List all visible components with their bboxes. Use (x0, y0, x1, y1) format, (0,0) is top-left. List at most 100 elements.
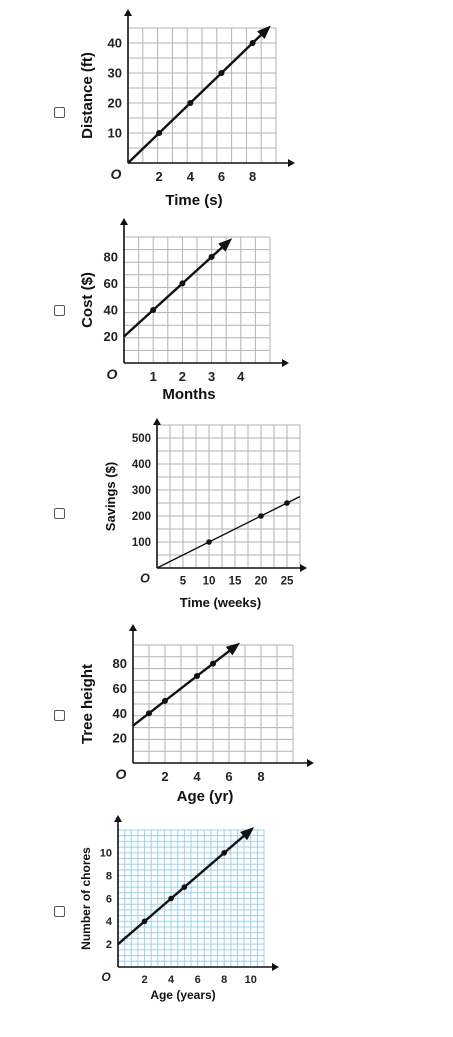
y-tick-label: 80 (104, 249, 118, 264)
x-tick-label: 15 (229, 576, 242, 588)
y-tick-label: 40 (104, 302, 118, 317)
data-point (141, 918, 148, 925)
y-tick-label: 300 (132, 485, 151, 497)
origin-label: O (111, 166, 122, 182)
x-tick-label: 8 (221, 974, 227, 986)
y-axis-arrow-icon (120, 218, 128, 225)
y-axis-title: Distance (ft) (79, 52, 96, 139)
y-axis-arrow-icon (114, 815, 122, 822)
data-point (179, 280, 186, 287)
x-tick-label: 8 (257, 769, 264, 784)
y-tick-label: 400 (132, 459, 151, 471)
origin-label: O (116, 766, 127, 782)
series-line (156, 495, 301, 569)
series-line-arrow-icon (225, 642, 241, 656)
x-tick-label: 4 (187, 169, 195, 184)
data-point (194, 673, 200, 680)
x-tick-label: 2 (156, 169, 163, 184)
y-tick-label: 8 (106, 871, 112, 883)
x-axis-title: Age (years) (150, 988, 215, 1002)
data-point (181, 884, 188, 890)
x-tick-label: 3 (208, 369, 215, 384)
y-axis-arrow-icon (153, 418, 161, 425)
x-tick-label: 20 (255, 576, 268, 588)
x-axis-title: Time (s) (165, 192, 222, 209)
answer-option-5[interactable]: 2 4 6 8 10 2 4 6 8 10 O Age (years) Number of chores (0, 815, 453, 1037)
y-tick-label: 20 (108, 96, 122, 111)
x-tick-label: 4 (237, 369, 245, 384)
x-axis-arrow-icon (282, 359, 289, 367)
y-tick-label: 6 (106, 893, 112, 905)
x-tick-label: 6 (225, 769, 232, 784)
x-tick-label: 5 (180, 576, 187, 588)
origin-label: O (140, 572, 150, 586)
data-point (146, 710, 152, 717)
chart-savings-time: 5 10 15 20 25 100 200 300 400 500 O Time (weeks) Sav… (103, 418, 307, 610)
series-line-arrow-icon (240, 827, 255, 841)
x-tick-label: 10 (245, 974, 257, 986)
x-tick-label: 6 (195, 974, 201, 986)
y-axis-title: Number of chores (79, 847, 93, 950)
y-axis-arrow-icon (129, 624, 137, 631)
x-axis-arrow-icon (300, 564, 307, 572)
y-tick-label: 200 (132, 511, 151, 523)
y-tick-label: 40 (113, 706, 127, 721)
y-tick-label: 30 (108, 66, 122, 81)
y-tick-label: 4 (106, 916, 113, 928)
data-point (210, 660, 216, 667)
checkbox-option-3[interactable] (54, 508, 65, 519)
data-point (284, 500, 290, 506)
y-axis-arrow-icon (124, 9, 132, 16)
answer-option-3[interactable]: 5 10 15 20 25 100 200 300 400 500 O Time (weeks) Sav… (0, 410, 453, 620)
checkbox-option-5[interactable] (54, 906, 65, 917)
x-tick-label: 4 (193, 769, 201, 784)
y-tick-label: 2 (106, 939, 112, 951)
answer-option-1[interactable]: 2 4 6 8 10 20 30 40 O Time (s) Distance (ft) (0, 0, 453, 210)
series-line-arrow-icon (218, 238, 233, 252)
chart-tree-height-age: 2 4 6 8 20 40 60 80 O Age (yr) Tree height (79, 624, 314, 805)
x-tick-label: 8 (249, 169, 256, 184)
x-axis-title: Time (weeks) (180, 595, 261, 610)
y-axis-title: Tree height (79, 664, 96, 744)
series-line-arrow-icon (257, 25, 271, 39)
y-tick-label: 100 (132, 537, 151, 549)
x-tick-label: 2 (179, 369, 186, 384)
chart-chores-age: 2 4 6 8 10 2 4 6 8 10 O Age (years) Number of chores (79, 815, 279, 1002)
y-tick-label: 80 (113, 656, 127, 671)
chart-cost-months: 1 2 3 4 20 40 60 80 O Months Cost ($) (79, 218, 289, 403)
x-axis-title: Age (yr) (177, 788, 234, 805)
chart-distance-time: 2 4 6 8 10 20 30 40 O Time (s) Distance (ft) (79, 9, 295, 209)
data-point (206, 539, 212, 545)
data-point (156, 130, 163, 136)
y-axis-title: Cost ($) (79, 272, 96, 328)
answer-option-2[interactable]: 1 2 3 4 20 40 60 80 O Months Cost ($) (0, 210, 453, 410)
data-point (162, 697, 168, 704)
data-point (187, 100, 194, 106)
x-tick-label: 2 (141, 974, 147, 986)
x-tick-label: 4 (168, 974, 175, 986)
y-tick-label: 60 (113, 681, 127, 696)
x-tick-label: 1 (150, 369, 157, 384)
x-axis-title: Months (162, 386, 215, 403)
checkbox-option-2[interactable] (54, 305, 65, 316)
x-tick-label: 25 (281, 576, 294, 588)
series-line (127, 30, 266, 164)
checkbox-option-4[interactable] (54, 710, 65, 721)
y-tick-label: 10 (100, 848, 112, 860)
data-point (258, 513, 264, 519)
data-point (168, 895, 174, 902)
data-point (208, 253, 215, 260)
data-point (221, 850, 227, 856)
x-axis-arrow-icon (272, 963, 279, 971)
y-tick-label: 40 (108, 36, 122, 51)
origin-label: O (107, 366, 118, 382)
series-line (123, 242, 228, 338)
x-tick-label: 10 (203, 576, 216, 588)
y-axis-title: Savings ($) (103, 462, 118, 531)
x-axis-arrow-icon (288, 159, 295, 167)
y-tick-label: 60 (104, 276, 118, 291)
x-tick-label: 2 (161, 769, 168, 784)
checkbox-option-1[interactable] (54, 107, 65, 118)
answer-option-4[interactable]: 2 4 6 8 20 40 60 80 O Age (yr) Tree height (0, 620, 453, 820)
x-tick-label: 6 (218, 169, 225, 184)
